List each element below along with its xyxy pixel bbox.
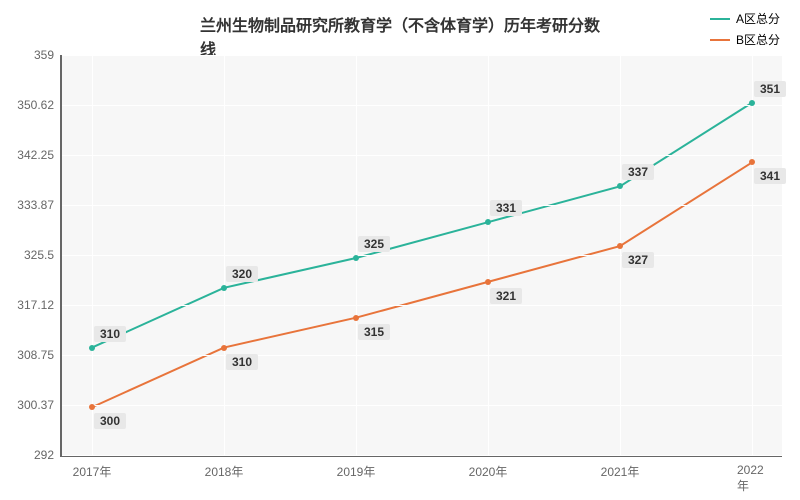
gridline-h (62, 355, 782, 356)
y-tick-label: 325.5 (24, 248, 62, 262)
plot-area: 292300.37308.75317.12325.5333.87342.2535… (60, 55, 782, 457)
y-tick-label: 350.62 (17, 98, 62, 112)
gridline-h (62, 405, 782, 406)
gridline-h (62, 305, 782, 306)
data-point (617, 183, 623, 189)
data-label: 337 (622, 164, 654, 180)
y-tick-label: 292 (34, 448, 62, 462)
legend-item-b: B区总分 (710, 31, 780, 48)
data-point (485, 219, 491, 225)
data-point (749, 100, 755, 106)
data-label: 341 (754, 168, 786, 184)
x-tick-label: 2018年 (205, 455, 244, 480)
legend-label-b: B区总分 (736, 31, 780, 48)
y-tick-label: 333.87 (17, 198, 62, 212)
x-tick-label: 2017年 (73, 455, 112, 480)
x-tick-label: 2022年 (737, 455, 767, 494)
data-label: 331 (490, 200, 522, 216)
data-label: 327 (622, 252, 654, 268)
data-point (221, 345, 227, 351)
y-tick-label: 317.12 (17, 298, 62, 312)
y-tick-label: 359 (34, 48, 62, 62)
data-point (353, 255, 359, 261)
gridline-h (62, 255, 782, 256)
legend-item-a: A区总分 (710, 10, 780, 27)
gridline-h (62, 205, 782, 206)
gridline-v (752, 55, 753, 455)
data-label: 320 (226, 266, 258, 282)
y-tick-label: 342.25 (17, 148, 62, 162)
data-label: 310 (226, 354, 258, 370)
x-tick-label: 2019年 (337, 455, 376, 480)
data-point (617, 243, 623, 249)
data-point (89, 404, 95, 410)
x-tick-label: 2021年 (601, 455, 640, 480)
x-tick-label: 2020年 (469, 455, 508, 480)
data-point (485, 279, 491, 285)
data-label: 321 (490, 288, 522, 304)
legend: A区总分 B区总分 (710, 10, 780, 52)
data-point (749, 159, 755, 165)
gridline-v (92, 55, 93, 455)
gridline-h (62, 55, 782, 56)
gridline-h (62, 455, 782, 456)
data-point (89, 345, 95, 351)
y-tick-label: 300.37 (17, 398, 62, 412)
chart-title: 兰州生物制品研究所教育学（不含体育学）历年考研分数线 (200, 12, 600, 60)
data-label: 351 (754, 81, 786, 97)
chart-container: 兰州生物制品研究所教育学（不含体育学）历年考研分数线 A区总分 B区总分 292… (0, 0, 800, 500)
data-point (221, 285, 227, 291)
data-label: 315 (358, 324, 390, 340)
data-label: 300 (94, 413, 126, 429)
data-point (353, 315, 359, 321)
y-tick-label: 308.75 (17, 348, 62, 362)
gridline-v (488, 55, 489, 455)
legend-swatch-a (710, 18, 730, 20)
data-label: 325 (358, 236, 390, 252)
gridline-v (224, 55, 225, 455)
gridline-h (62, 155, 782, 156)
data-label: 310 (94, 326, 126, 342)
legend-swatch-b (710, 39, 730, 41)
series-line (92, 162, 752, 407)
legend-label-a: A区总分 (736, 10, 780, 27)
gridline-h (62, 105, 782, 106)
gridline-v (620, 55, 621, 455)
